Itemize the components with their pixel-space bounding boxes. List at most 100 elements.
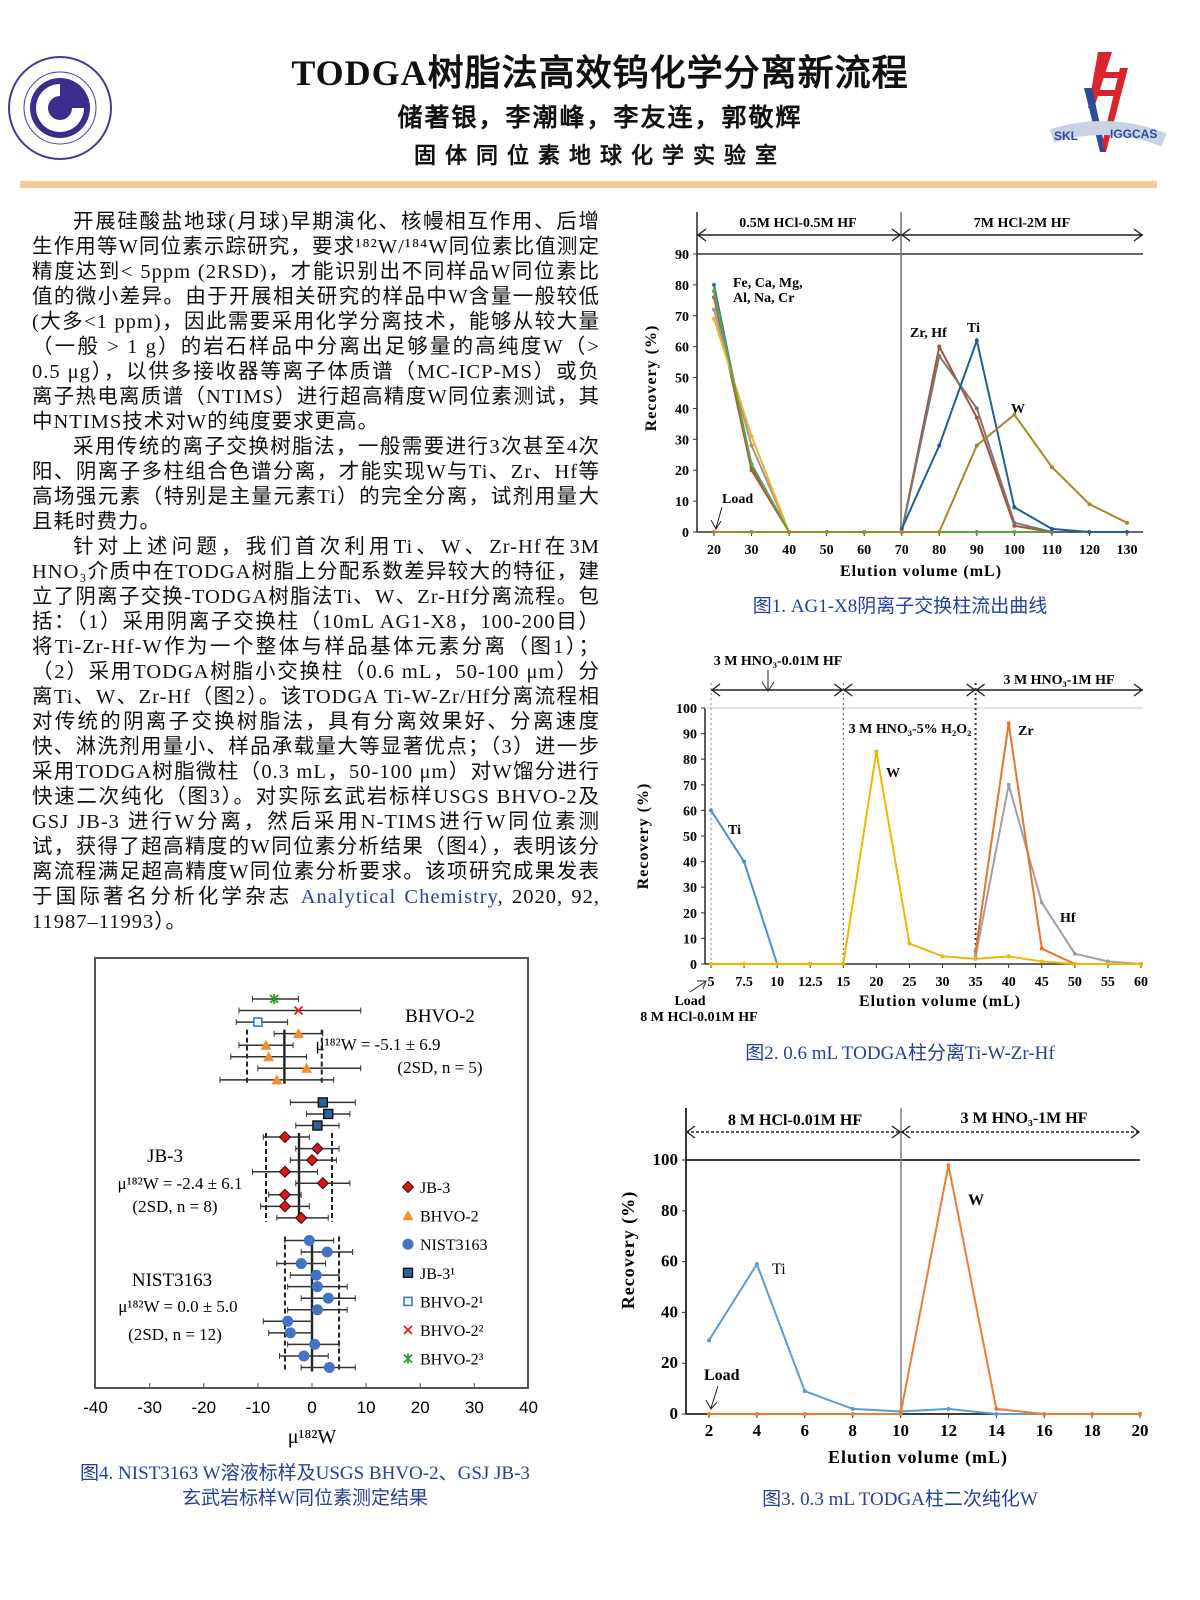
annotation-matrix-elements-2: Al, Na, Cr [733, 291, 794, 306]
annotation-load: Load [674, 994, 705, 1009]
data-point [1049, 465, 1054, 470]
data-point [974, 443, 979, 448]
x-tick-label: 20 [869, 975, 883, 990]
figure-4-caption: 图4. NIST3163 W溶液标样及USGS BHVO-2、GSJ JB-3 … [20, 1461, 590, 1511]
x-tick-label: 30 [745, 543, 759, 558]
data-point [709, 808, 713, 813]
figure-2-caption: 图2. 0.6 mL TODGA柱分离Ti-W-Zr-Hf [745, 1043, 1055, 1064]
marker-circle [295, 1258, 307, 1270]
data-point [754, 1412, 759, 1416]
data-point [1049, 530, 1054, 534]
data-point [712, 307, 716, 312]
data-point-row [300, 1362, 356, 1373]
data-point [712, 316, 716, 321]
citation-journal-link[interactable]: Analytical Chemistry [300, 886, 498, 908]
data-point [1039, 959, 1044, 964]
x-tick-label: 5 [708, 975, 715, 990]
marker-triangle [292, 1028, 304, 1039]
data-point [899, 530, 904, 534]
marker-circle [322, 1292, 334, 1304]
eluent-label-3: 3 M HNO₃-1M HF [1003, 673, 1114, 688]
legend-marker-triangle [402, 1210, 414, 1221]
y-tick-label: 40 [675, 402, 689, 417]
y-tick-label: 90 [675, 248, 689, 263]
group-stat-label: μ¹⁸²W = 0.0 ± 5.0 [118, 1297, 237, 1316]
arrow-right-head-icon [891, 1125, 902, 1139]
data-point-row [289, 1097, 356, 1108]
data-point-row [257, 1062, 362, 1073]
data-point [712, 289, 716, 294]
x-tick-label: 10 [770, 975, 784, 990]
data-point [808, 962, 813, 966]
y-tick-label: 10 [683, 932, 697, 947]
data-point [841, 962, 846, 966]
arrow-right-head-icon [966, 683, 976, 697]
marker-square [323, 1108, 334, 1120]
marker-circle [323, 1362, 335, 1373]
series-8 [712, 412, 1129, 534]
marker-diamond [316, 1177, 330, 1190]
y-tick-label: 50 [675, 372, 689, 387]
data-point [1039, 900, 1044, 905]
annotation-ti: Ti [772, 1261, 786, 1278]
data-point-row [251, 1165, 318, 1178]
data-point [749, 434, 754, 439]
group-stat-label: μ¹⁸²W = -5.1 ± 6.9 [315, 1035, 440, 1054]
y-tick-label: 20 [683, 907, 697, 922]
data-point [1138, 1412, 1142, 1416]
marker-square [317, 1097, 329, 1108]
eluent-range-arrow [900, 228, 1144, 242]
data-point [802, 1389, 807, 1394]
data-point [862, 530, 867, 534]
arrow-right-head-icon [1133, 683, 1144, 697]
x-tick-label: 30 [936, 975, 950, 990]
data-point [1139, 962, 1143, 966]
x-tick-label: 70 [895, 543, 909, 558]
series-line [711, 751, 1141, 965]
data-point [899, 526, 904, 531]
series-line [709, 1164, 1140, 1415]
annotation-load: Load [704, 1367, 740, 1384]
data-point [707, 1338, 711, 1343]
data-point [994, 1406, 999, 1411]
data-point [1012, 520, 1017, 525]
data-point [974, 530, 979, 534]
legend-label: BHVO-2² [420, 1323, 484, 1340]
eluent-range-arrow [710, 683, 844, 697]
series-5 [899, 343, 1054, 534]
data-point-row [238, 1005, 362, 1016]
x-axis-title: μ¹⁸²W [288, 1426, 337, 1448]
x-tick-label: 4 [753, 1421, 762, 1440]
data-point [1090, 1412, 1095, 1416]
marker-square [312, 1120, 323, 1131]
data-point-row [251, 994, 299, 1004]
annotation-load: Load [722, 492, 753, 507]
data-point-row [230, 1051, 308, 1062]
group-n-label: (2SD, n = 5) [397, 1058, 482, 1077]
data-point-row [279, 1350, 329, 1362]
y-axis-title: Recovery (%) [643, 325, 660, 432]
annotation-zr-hf: Zr, Hf [910, 326, 947, 341]
marker-diamond [294, 1211, 308, 1225]
arrow-left-head-icon [685, 1125, 696, 1139]
data-point [1125, 530, 1129, 534]
data-point [712, 530, 716, 534]
group-stat-label: μ¹⁸²W = -2.4 ± 6.1 [117, 1174, 242, 1193]
x-tick-label: 20 [707, 543, 721, 558]
x-tick-label: 60 [1134, 975, 1148, 990]
paragraph-3: 针对上述问题，我们首次利用Ti、W、Zr-Hf在3M HNO₃介质中在TODGA… [32, 535, 600, 935]
series-4 [712, 289, 1054, 534]
data-point-row [276, 1258, 327, 1270]
marker-open-square [253, 1017, 263, 1027]
x-tick-label: 110 [1042, 543, 1062, 558]
x-tick-label: 90 [970, 543, 984, 558]
data-point-row [295, 1177, 351, 1190]
data-point-row [287, 1338, 340, 1350]
data-point [1012, 523, 1017, 528]
x-tick-label: 8 [848, 1421, 857, 1440]
data-point [802, 1412, 807, 1416]
y-tick-label: 40 [683, 856, 697, 871]
svg-text:IGGCAS: IGGCAS [1110, 127, 1157, 141]
data-point [749, 443, 754, 448]
data-point-row [300, 1292, 356, 1304]
